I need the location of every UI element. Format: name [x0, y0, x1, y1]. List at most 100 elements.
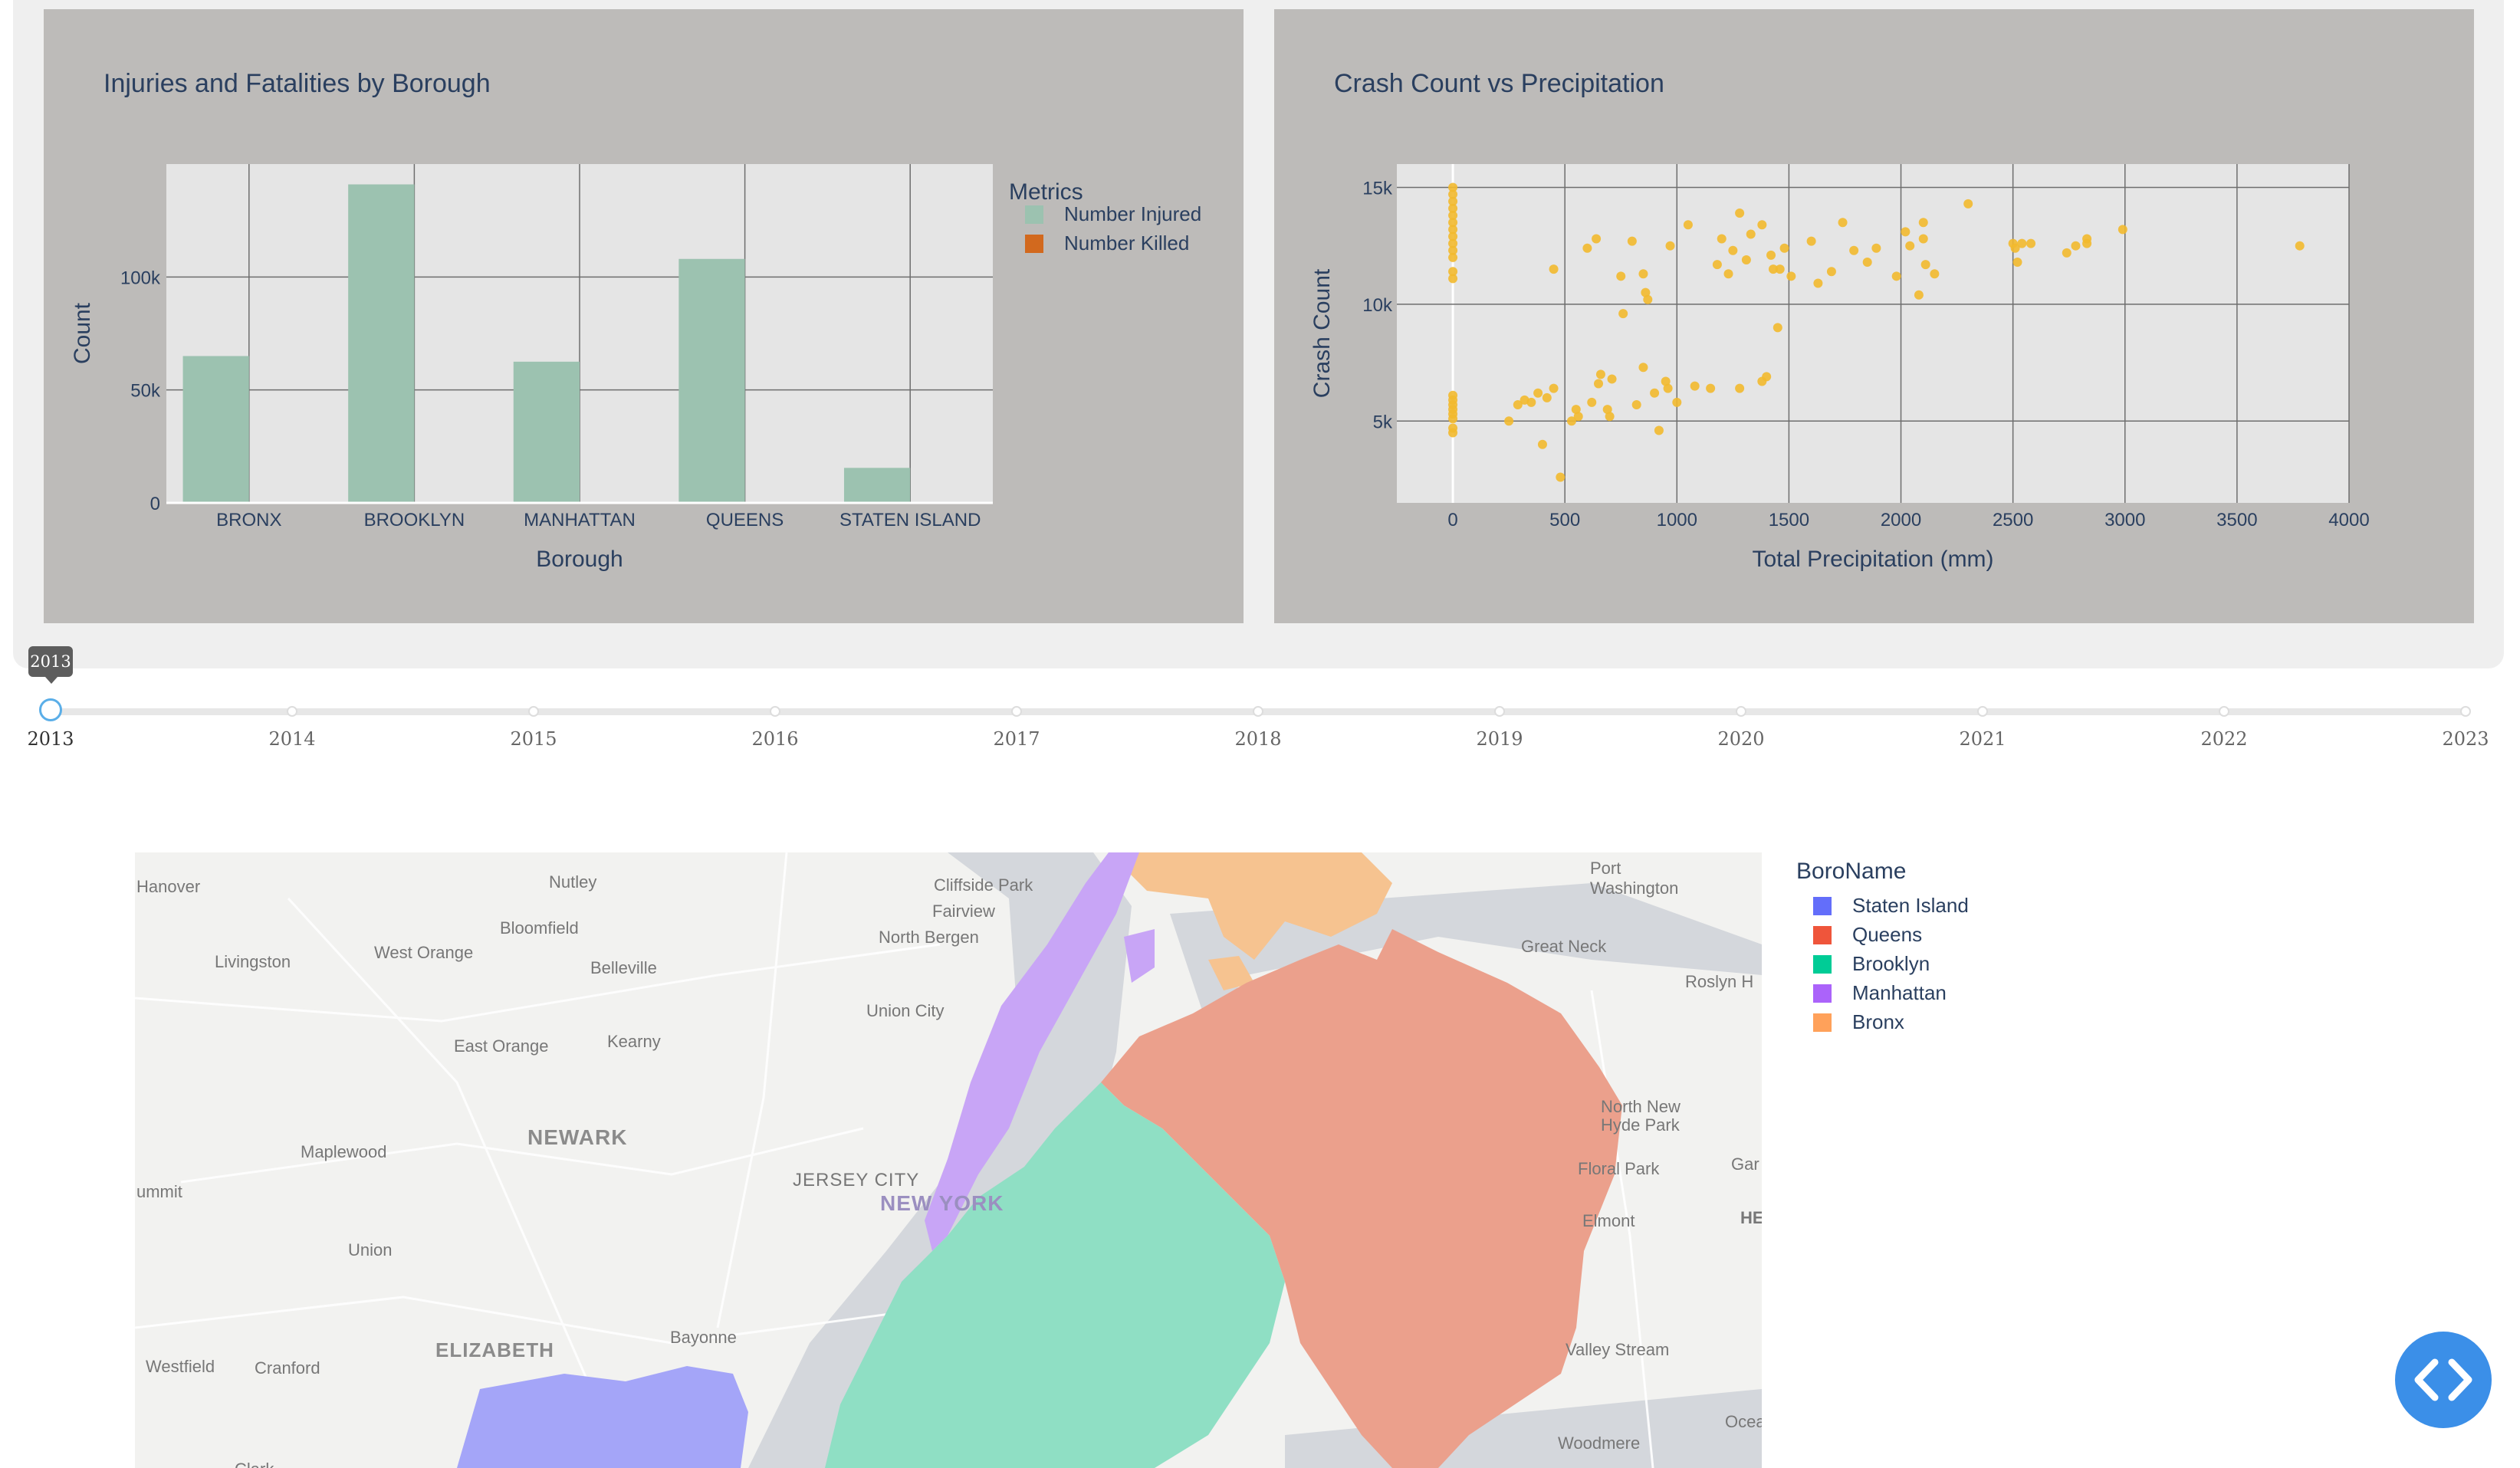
legend-swatch: [1813, 926, 1832, 944]
slider-handle[interactable]: [39, 698, 62, 721]
scatter-point: [1813, 278, 1823, 288]
code-toggle-button[interactable]: [2395, 1332, 2492, 1428]
y-tick-label: 15k: [1362, 178, 1393, 199]
scatter-point: [1838, 218, 1848, 228]
scatter-point: [1914, 290, 1924, 300]
scatter-chart[interactable]: 0 500 1000 1500 2000 2500 3000 3500 4000 5k 10k 15k…: [1274, 9, 2474, 623]
scatter-point: [1448, 414, 1458, 424]
slider-step-label[interactable]: 2014: [268, 728, 316, 750]
slider-step[interactable]: [287, 706, 297, 717]
legend-swatch: [1025, 235, 1043, 253]
y-axis-title: Crash Count: [1309, 268, 1335, 398]
bar-chart[interactable]: 0 50k 100k BRONX BROOKLYN MANHATTAN QUEENS STAT…: [44, 9, 1244, 623]
place-label: Valley Stream: [1566, 1340, 1670, 1359]
scatter-point: [1549, 383, 1559, 393]
y-tick-label: 5k: [1373, 412, 1393, 432]
place-label: NEW YORK: [880, 1191, 1004, 1215]
legend-swatch: [1813, 984, 1832, 1003]
scatter-point: [1643, 294, 1653, 304]
scatter-point: [1683, 220, 1693, 230]
place-label: Bloomfield: [500, 918, 579, 938]
slider-step-label[interactable]: 2016: [751, 728, 799, 750]
scatter-point: [1513, 399, 1523, 409]
scatter-point: [1537, 439, 1547, 449]
scatter-point: [1779, 243, 1789, 253]
legend-swatch: [1025, 205, 1043, 224]
map-canvas[interactable]: [135, 852, 1762, 1468]
slider-step[interactable]: [2460, 706, 2471, 717]
slider-step[interactable]: [770, 706, 780, 717]
scatter-point: [1504, 416, 1514, 426]
slider-step-label[interactable]: 2018: [1234, 728, 1282, 750]
bar-injured: [513, 361, 580, 503]
y-axis-title: Count: [70, 302, 95, 364]
slider-step-label[interactable]: 2021: [1959, 728, 2006, 750]
slider-step[interactable]: [1736, 706, 1746, 717]
slider-step[interactable]: [528, 706, 539, 717]
place-label: East Orange: [454, 1036, 549, 1056]
scatter-point: [1746, 229, 1756, 239]
slider-step-label[interactable]: 2020: [1717, 728, 1765, 750]
legend-label: Number Killed: [1064, 232, 1190, 255]
slider-step[interactable]: [1011, 706, 1022, 717]
scatter-point: [2118, 225, 2127, 235]
scatter-point: [1826, 267, 1836, 277]
scatter-point: [1717, 234, 1727, 244]
scatter-point: [1963, 199, 1973, 209]
slider-tooltip: 2013: [28, 646, 73, 684]
slider-step[interactable]: [1253, 706, 1263, 717]
borough-bronx: [1109, 852, 1392, 960]
slider-step-label[interactable]: 2017: [993, 728, 1040, 750]
scatter-point: [1448, 232, 1458, 241]
x-axis-title: Total Precipitation (mm): [1752, 547, 1993, 572]
borough-queens: [1101, 929, 1622, 1468]
charts-container: Injuries and Fatalities by Borough 0 50k 1…: [13, 0, 2504, 668]
scatter-point: [1448, 189, 1458, 199]
place-label: North New Hyde Park: [1601, 1097, 1681, 1135]
scatter-point: [1735, 209, 1745, 218]
place-label: Cranford: [255, 1358, 320, 1378]
place-label: Livingston: [215, 952, 291, 971]
place-label: Elmont: [1582, 1211, 1635, 1230]
scatter-chart-panel: Crash Count vs Precipitation 0 500 1000 150…: [1274, 9, 2474, 623]
borough-bronx-island: [1208, 956, 1254, 990]
borough-map[interactable]: Hanover Nutley Cliffside Park Port Washi…: [135, 852, 1762, 1468]
scatter-point: [2017, 238, 2027, 248]
slider-step[interactable]: [1977, 706, 1988, 717]
scatter-point: [1448, 252, 1458, 262]
y-tick-label: 100k: [120, 268, 161, 288]
x-tick-label: BRONX: [216, 510, 281, 530]
x-tick-label: 500: [1549, 510, 1580, 530]
slider-step-label[interactable]: 2015: [510, 728, 557, 750]
slider-step-label[interactable]: 2019: [1476, 728, 1523, 750]
place-label: Ocea: [1725, 1412, 1762, 1431]
place-label: Nutley: [549, 872, 597, 892]
place-label: Maplewood: [301, 1142, 387, 1161]
scatter-point: [1448, 238, 1458, 248]
slider-step[interactable]: [1494, 706, 1505, 717]
slider-step[interactable]: [2219, 706, 2229, 717]
place-label: Woodmere: [1558, 1434, 1641, 1453]
legend-label: Manhattan: [1852, 981, 1947, 1004]
map-roads: [135, 852, 1654, 1468]
scatter-point: [1592, 234, 1602, 244]
scatter-point: [1891, 271, 1901, 281]
scatter-point: [2295, 241, 2305, 251]
place-label: Westfield: [146, 1357, 215, 1376]
scatter-chart-title: Crash Count vs Precipitation: [1334, 69, 1664, 98]
slider-step-label[interactable]: 2023: [2442, 728, 2489, 750]
slider-step-label[interactable]: 2013: [27, 728, 74, 750]
x-tick-label: 1500: [1769, 510, 1809, 530]
scatter-point: [1661, 376, 1671, 386]
x-tick-label: 4000: [2328, 510, 2369, 530]
place-label: Clark: [235, 1460, 274, 1468]
borough-manhattan-sliver: [1124, 929, 1155, 983]
borough-manhattan: [925, 852, 1139, 1251]
x-tick-label: 3000: [2104, 510, 2145, 530]
scatter-point: [2012, 258, 2022, 268]
scatter-point: [1654, 425, 1664, 435]
scatter-point: [1806, 236, 1816, 246]
scatter-point: [1728, 245, 1738, 255]
place-label: JERSEY CITY: [793, 1170, 920, 1190]
slider-step-label[interactable]: 2022: [2200, 728, 2248, 750]
